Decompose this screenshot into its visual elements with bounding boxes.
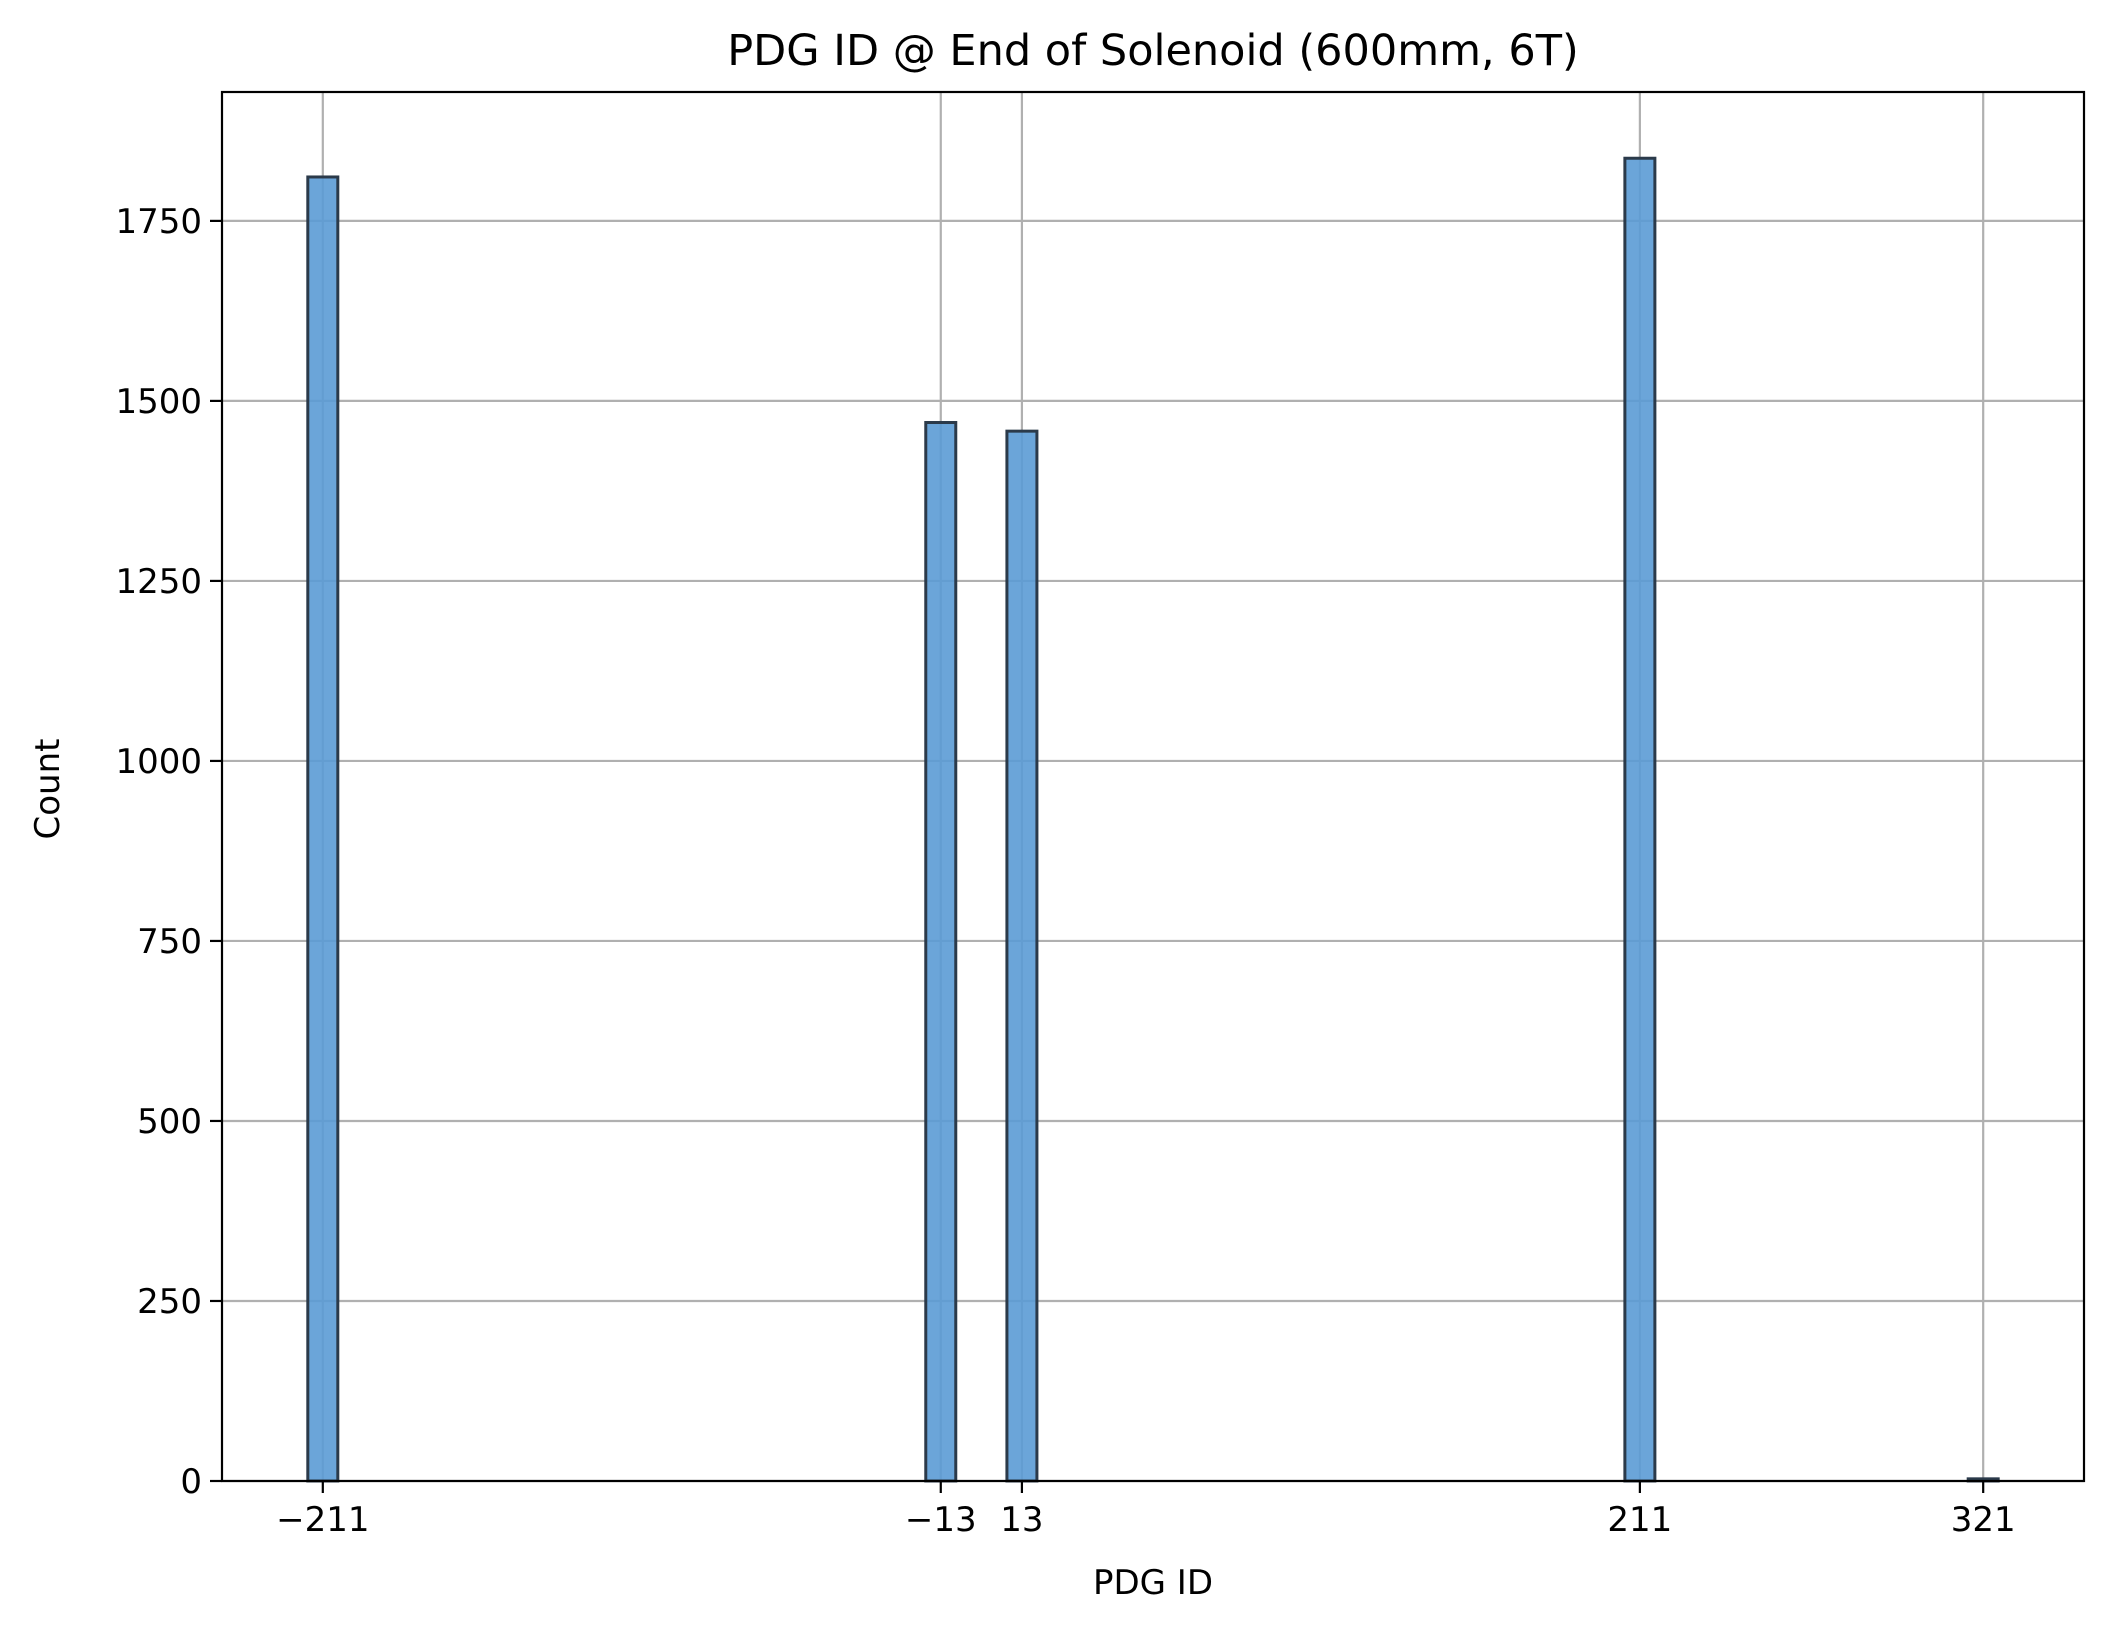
chart-title: PDG ID @ End of Solenoid (600mm, 6T): [727, 26, 1579, 76]
x-tick-label: 211: [1607, 1500, 1672, 1540]
y-tick-label: 750: [137, 922, 202, 962]
bar--13: [924, 421, 958, 1483]
x-tick-label: 321: [1951, 1500, 2016, 1540]
grid-lines: [222, 92, 2084, 1483]
bar-13: [1005, 429, 1039, 1483]
x-tick-label: −211: [276, 1500, 369, 1540]
bar-211: [1623, 156, 1657, 1483]
y-tick-label: 1500: [115, 382, 202, 422]
y-tick-label: 500: [137, 1102, 202, 1142]
bar--211: [306, 175, 340, 1483]
axis-ticks: 0 250 500 750 1000 1250 1500 1750 −211 −13 13 211 32…: [115, 202, 2015, 1540]
x-tick-label: −13: [905, 1500, 977, 1540]
y-tick-label: 1750: [115, 202, 202, 242]
y-axis-label: Count: [28, 739, 68, 840]
y-tick-label: 1000: [115, 742, 202, 782]
y-tick-label: 250: [137, 1282, 202, 1322]
bars: [306, 156, 2000, 1483]
x-tick-label: 13: [1000, 1500, 1043, 1540]
plot-frame: [220, 90, 2086, 1483]
y-tick-label: 0: [180, 1462, 202, 1502]
x-axis-label: PDG ID: [1093, 1563, 1213, 1603]
y-tick-label: 1250: [115, 562, 202, 602]
